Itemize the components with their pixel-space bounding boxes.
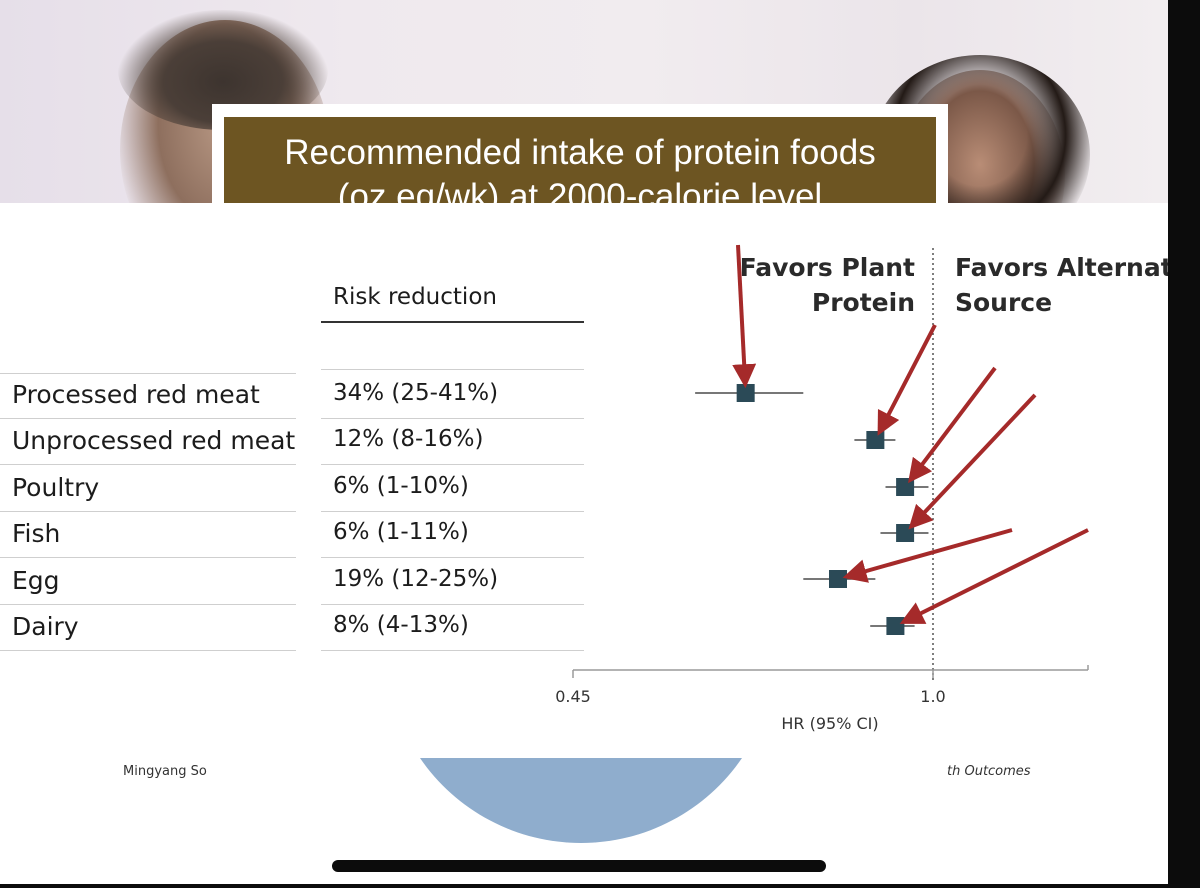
row-label-unprocessed-red-meat: Unprocessed red meat: [12, 426, 296, 455]
row-divider: [0, 418, 296, 419]
row-divider: [0, 464, 296, 465]
bottom-circle-decoration: [420, 758, 742, 843]
row-value-fish: 6% (1-11%): [333, 519, 469, 545]
plot-layer: 0.45 1.0 HR (95% CI): [555, 248, 1089, 733]
header-banner: Recommended intake of protein foods (oz …: [0, 0, 1168, 203]
annotation-arrow: [732, 244, 757, 389]
annotation-arrows: [732, 244, 1089, 624]
favors-plant-protein-label: Favors Plant Protein: [740, 250, 915, 320]
footer-author: Mingyang So: [123, 764, 207, 779]
row-divider: [321, 511, 584, 512]
row-divider: [321, 604, 584, 605]
row-divider: [0, 650, 296, 651]
device-edge-right: [1168, 0, 1200, 888]
annotation-arrow: [907, 366, 997, 484]
row-label-dairy: Dairy: [12, 612, 79, 641]
favors-left-line-2: Protein: [811, 288, 915, 317]
x-tick-label: 1.0: [920, 687, 945, 706]
home-indicator-bar[interactable]: [332, 860, 826, 872]
risk-reduction-header: Risk reduction: [333, 284, 497, 310]
annotation-arrow: [877, 324, 937, 436]
favors-alternate-source-label: Favors Alternate Source: [955, 250, 1190, 320]
hr-marker: [866, 431, 885, 449]
row-divider: [321, 369, 584, 370]
row-label-egg: Egg: [12, 566, 60, 595]
title-line-2: (oz eq/wk) at 2000-calorie level: [337, 177, 823, 203]
row-label-processed-red-meat: Processed red meat: [12, 380, 260, 409]
row-divider: [321, 464, 584, 465]
hr-marker: [896, 478, 915, 496]
favors-left-line-1: Favors Plant: [739, 253, 915, 282]
hr-marker: [896, 524, 915, 542]
hr-marker: [736, 384, 755, 402]
annotation-arrow: [908, 393, 1037, 530]
row-value-processed-red-meat: 34% (25-41%): [333, 380, 499, 406]
hr-marker: [886, 617, 905, 635]
row-divider: [0, 604, 296, 605]
risk-header-underline: [321, 321, 584, 323]
x-tick-label: 0.45: [555, 687, 591, 706]
row-value-unprocessed-red-meat: 12% (8-16%): [333, 426, 484, 452]
title-line-1: Recommended intake of protein foods: [284, 133, 876, 172]
row-label-fish: Fish: [12, 519, 61, 548]
annotation-arrow: [899, 528, 1089, 624]
x-axis-label: HR (95% CI): [781, 714, 878, 733]
row-value-poultry: 6% (1-10%): [333, 473, 469, 499]
row-divider: [0, 557, 296, 558]
row-divider: [0, 511, 296, 512]
row-value-egg: 19% (12-25%): [333, 566, 499, 592]
forest-plot: 0.45 1.0 HR (95% CI): [420, 244, 1089, 843]
hr-marker: [828, 570, 847, 588]
device-edge-bottom: [0, 884, 1200, 888]
row-divider: [0, 373, 296, 374]
title-panel: Recommended intake of protein foods (oz …: [224, 117, 936, 203]
row-value-dairy: 8% (4-13%): [333, 612, 469, 638]
favors-right-line-2: Source: [955, 288, 1053, 317]
favors-right-line-1: Favors Alternate: [955, 253, 1190, 282]
row-label-poultry: Poultry: [12, 473, 100, 502]
title-card: Recommended intake of protein foods (oz …: [212, 104, 948, 203]
row-divider: [321, 557, 584, 558]
row-divider: [321, 418, 584, 419]
row-divider: [321, 650, 584, 651]
footer-journal: th Outcomes: [947, 764, 1031, 779]
annotation-arrow: [842, 528, 1013, 583]
